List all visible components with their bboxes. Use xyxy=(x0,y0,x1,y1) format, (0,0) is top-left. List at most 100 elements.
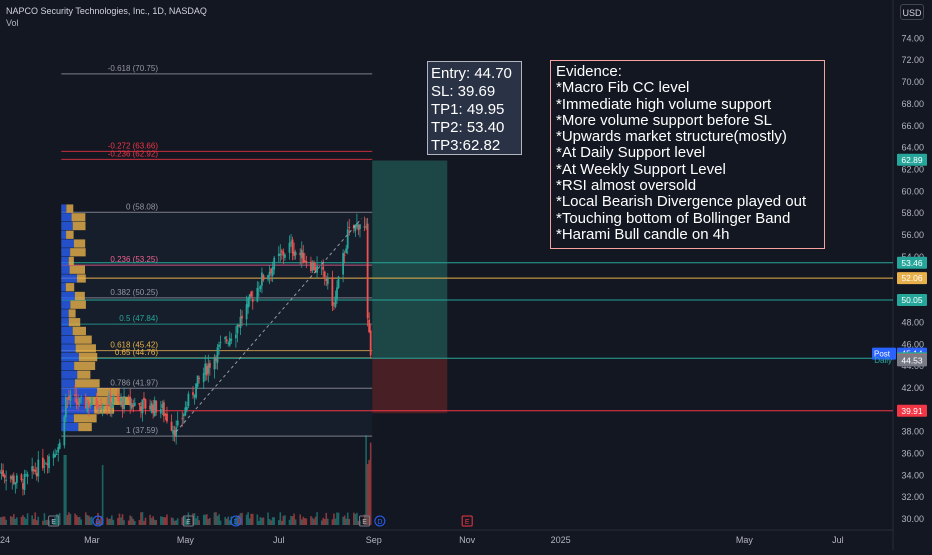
volume-bar xyxy=(196,515,199,525)
volume-bar xyxy=(26,513,29,525)
volume-bar xyxy=(334,518,337,525)
y-tick-label: 36.00 xyxy=(901,449,924,459)
volume-bar xyxy=(227,516,230,525)
volume-bar xyxy=(304,518,306,525)
volume-bar xyxy=(141,512,144,525)
candle-body xyxy=(213,356,216,370)
volume-bar xyxy=(138,520,141,525)
volume-bar xyxy=(291,516,294,525)
volume-bar xyxy=(153,519,156,525)
fib-label: 0.382 (50.25) xyxy=(110,288,158,297)
y-tick-label: 38.00 xyxy=(901,427,924,437)
candle-body xyxy=(129,398,132,406)
volume-bar xyxy=(293,513,295,525)
candle-body xyxy=(132,404,135,407)
candle-body xyxy=(9,476,12,479)
event-label: E xyxy=(362,519,367,526)
dividend-marker xyxy=(374,515,386,527)
volume-bar xyxy=(294,519,297,525)
volume-bar xyxy=(175,520,177,525)
currency-button[interactable]: USD xyxy=(900,4,924,20)
candle-body xyxy=(310,261,312,271)
x-tick-label: 2024 xyxy=(0,535,10,545)
volume-bar xyxy=(3,516,6,525)
volume-bar xyxy=(284,515,286,525)
x-tick-label: Mar xyxy=(84,535,100,545)
volume-bar xyxy=(129,515,131,525)
candle-body xyxy=(290,241,292,243)
volume-profile-bar xyxy=(74,291,85,301)
volume-bar xyxy=(95,520,98,525)
volume-profile-bar xyxy=(61,265,70,274)
volume-bar xyxy=(204,514,207,525)
volume-bar xyxy=(176,518,179,525)
volume-bar xyxy=(0,517,1,525)
volume-profile-bar xyxy=(61,274,78,283)
candle-body xyxy=(288,242,291,253)
price-tag xyxy=(872,347,896,360)
candle-body xyxy=(303,260,306,262)
candle-body xyxy=(299,252,302,256)
volume-bar xyxy=(172,518,174,525)
dividend-marker xyxy=(230,515,242,527)
volume-bar xyxy=(316,512,318,525)
candle-body xyxy=(86,403,89,412)
evidence-note[interactable]: Evidence: *Macro Fib CC level *Immediate… xyxy=(550,60,825,249)
candle-body xyxy=(34,469,37,472)
volume-bar xyxy=(235,517,237,525)
candle-body xyxy=(216,347,219,363)
candle-body xyxy=(78,397,81,404)
candle-body xyxy=(342,253,345,275)
volume-bar xyxy=(224,517,226,525)
volume-bar xyxy=(302,516,305,525)
candle-body xyxy=(22,483,24,489)
volume-profile-bar xyxy=(61,318,69,327)
candle-body xyxy=(366,223,369,319)
candle-body xyxy=(63,416,66,446)
volume-bar xyxy=(207,518,210,525)
volume-bar xyxy=(241,512,243,525)
event-label: E xyxy=(186,519,191,526)
fib-label: 0.65 (44.76) xyxy=(115,348,158,357)
earnings-marker xyxy=(182,515,194,527)
volume-bar xyxy=(14,518,17,525)
volume-bar xyxy=(198,520,200,525)
trade-levels-note[interactable]: Entry: 44.70 SL: 39.69 TP1: 49.95 TP2: 5… xyxy=(427,61,522,155)
volume-bar xyxy=(238,515,240,525)
candle-body xyxy=(37,459,40,477)
candle-body xyxy=(45,463,47,465)
x-tick-label: Jul xyxy=(832,535,844,545)
volume-bar xyxy=(333,513,335,525)
x-tick-label: Nov xyxy=(459,535,476,545)
volume-bar xyxy=(118,513,121,525)
candle-body xyxy=(348,226,351,229)
volume-bar xyxy=(42,520,44,525)
candle-body xyxy=(207,364,210,374)
candle-body xyxy=(320,267,323,269)
volume-bar xyxy=(80,519,82,525)
candle-body xyxy=(236,324,239,334)
candle-body xyxy=(74,394,76,396)
x-tick-label: 2025 xyxy=(551,535,571,545)
price-tag xyxy=(897,404,927,417)
candle-body xyxy=(326,277,329,285)
candle-body xyxy=(35,472,38,477)
candle-body xyxy=(192,392,194,395)
candle-body xyxy=(107,394,110,404)
price-tag-label: 39.91 xyxy=(901,406,923,416)
y-tick-label: 56.00 xyxy=(901,230,924,240)
candle-body xyxy=(241,315,243,319)
volume-profile-bar xyxy=(61,248,71,257)
candle-body xyxy=(267,274,269,280)
candle-body xyxy=(294,252,297,256)
candle-body xyxy=(181,418,184,419)
candle-body xyxy=(68,396,70,401)
y-tick-label: 74.00 xyxy=(901,33,924,43)
earnings-marker xyxy=(461,515,473,527)
candle-body xyxy=(368,319,371,333)
volume-bar xyxy=(368,459,370,525)
volume-bar xyxy=(100,516,102,525)
candle-body xyxy=(98,408,101,410)
